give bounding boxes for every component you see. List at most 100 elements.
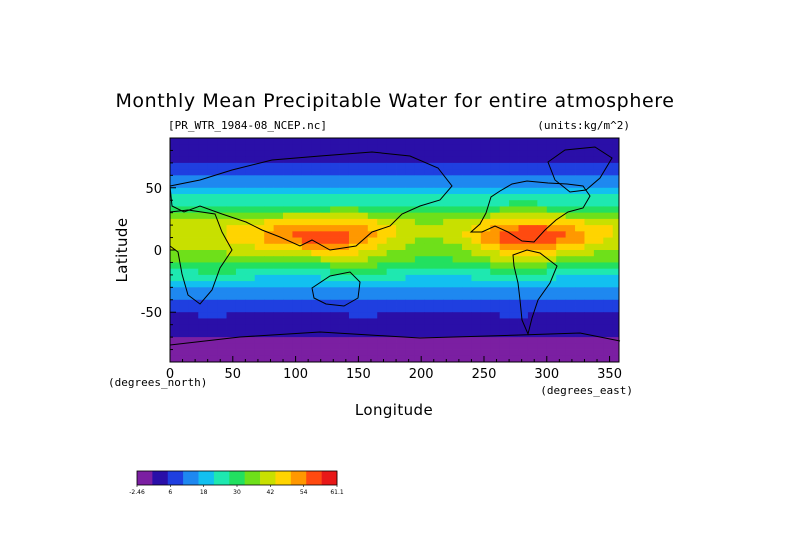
- field-cell: [301, 225, 312, 232]
- field-cell: [170, 156, 180, 164]
- field-cell: [603, 206, 614, 214]
- field-cell: [386, 237, 397, 245]
- field-cell: [509, 250, 519, 257]
- field-cell: [565, 262, 576, 270]
- field-cell: [179, 306, 190, 313]
- field-cell: [367, 243, 378, 251]
- field-cell: [292, 169, 303, 176]
- field-cell: [170, 225, 180, 232]
- field-cell: [348, 206, 359, 214]
- field-cell: [245, 225, 256, 232]
- field-cell: [311, 218, 322, 226]
- field-cell: [527, 343, 538, 350]
- field-cell: [377, 355, 388, 363]
- field-cell: [264, 312, 275, 319]
- field-cell: [546, 194, 557, 201]
- field-cell: [537, 138, 548, 145]
- field-cell: [207, 194, 218, 201]
- field-cell: [575, 355, 585, 363]
- field-cell: [414, 355, 425, 363]
- field-cell: [565, 293, 576, 301]
- field-cell: [462, 337, 472, 344]
- field-cell: [254, 231, 265, 238]
- field-cell: [348, 355, 359, 363]
- field-cell: [207, 287, 218, 294]
- field-cell: [471, 231, 482, 238]
- field-cell: [433, 268, 444, 276]
- field-cell: [292, 181, 303, 189]
- field-cell: [405, 138, 416, 145]
- field-cell: [575, 212, 585, 220]
- field-cell: [443, 250, 453, 257]
- field-cell: [264, 256, 275, 263]
- field-cell: [188, 169, 199, 176]
- field-cell: [245, 262, 256, 270]
- field-cell: [226, 181, 237, 189]
- field-cell: [603, 156, 614, 164]
- field-cell: [254, 237, 265, 245]
- colorbar-swatch: [229, 471, 245, 485]
- field-cell: [490, 318, 501, 326]
- field-cell: [480, 256, 491, 263]
- field-cell: [339, 138, 350, 145]
- field-cell: [414, 262, 425, 270]
- field-cell: [245, 156, 256, 164]
- field-cell: [537, 250, 548, 257]
- field-cell: [386, 262, 397, 270]
- field-cell: [612, 169, 620, 176]
- field-cell: [179, 312, 190, 319]
- field-cell: [235, 200, 246, 207]
- field-cell: [603, 312, 614, 319]
- field-cell: [471, 138, 482, 145]
- field-cell: [245, 293, 256, 301]
- field-cell: [170, 299, 180, 307]
- field-cell: [254, 268, 265, 276]
- field-cell: [396, 343, 406, 350]
- field-cell: [433, 206, 444, 214]
- field-cell: [603, 194, 614, 201]
- field-cell: [245, 194, 256, 201]
- field-cell: [424, 281, 435, 288]
- field-cell: [386, 162, 397, 170]
- field-cell: [386, 138, 397, 145]
- field-cell: [480, 349, 491, 357]
- field-cell: [593, 337, 604, 344]
- field-cell: [527, 274, 538, 282]
- field-cell: [339, 194, 350, 201]
- field-cell: [546, 181, 557, 189]
- field-cell: [537, 162, 548, 170]
- field-cell: [226, 218, 237, 226]
- field-cell: [188, 200, 199, 207]
- coastlines: [169, 146, 621, 346]
- field-cell: [471, 175, 482, 182]
- field-cell: [452, 218, 463, 226]
- field-cell: [283, 218, 293, 226]
- field-cell: [254, 243, 265, 251]
- field-cell: [217, 256, 227, 263]
- field-cell: [565, 162, 576, 170]
- colorbar-swatch: [244, 471, 261, 485]
- field-cell: [490, 355, 501, 363]
- field-cell: [443, 237, 453, 245]
- field-cell: [320, 206, 331, 214]
- field-cell: [480, 218, 491, 226]
- field-cell: [546, 312, 557, 319]
- field-cell: [433, 318, 444, 326]
- field-cell: [339, 169, 350, 176]
- field-cell: [320, 343, 331, 350]
- field-cell: [396, 355, 406, 363]
- field-cell: [377, 138, 388, 145]
- field-cell: [433, 218, 444, 226]
- field-cell: [254, 312, 265, 319]
- field-cell: [499, 194, 510, 201]
- field-cell: [556, 330, 567, 338]
- field-cell: [226, 150, 237, 158]
- field-cell: [603, 281, 614, 288]
- field-cell: [198, 330, 209, 338]
- field-cell: [593, 181, 604, 189]
- field-cell: [452, 293, 463, 301]
- x-tick-label: 150: [346, 367, 371, 382]
- colorbar-swatch: [260, 471, 276, 485]
- field-cell: [330, 218, 340, 226]
- field-cell: [217, 312, 227, 319]
